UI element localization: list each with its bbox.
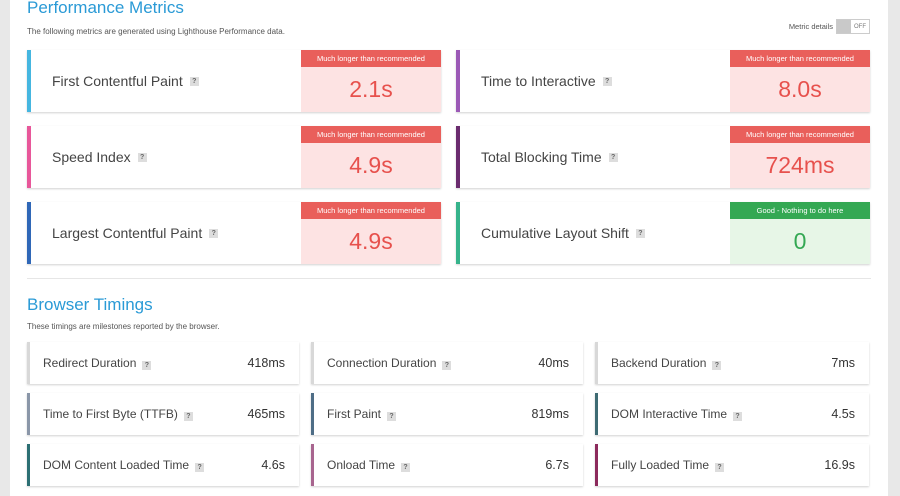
metric-label: Largest Contentful Paint: [52, 225, 203, 241]
metric-card-largest-contentful-paint: Largest Contentful Paint? Much longer th…: [27, 202, 441, 264]
timing-value: 6.7s: [545, 458, 569, 472]
metric-value-box: Much longer than recommended 8.0s: [730, 50, 870, 112]
timing-label: Onload Time: [327, 458, 396, 472]
timing-value: 819ms: [531, 407, 569, 421]
help-icon[interactable]: ?: [442, 361, 452, 370]
help-icon[interactable]: ?: [183, 412, 193, 421]
timing-card-time-to-first-byte: Time to First Byte (TTFB)? 465ms: [27, 393, 299, 435]
timing-value: 418ms: [247, 356, 285, 370]
timing-card-connection-duration: Connection Duration? 40ms: [311, 342, 583, 384]
timing-label: Redirect Duration: [43, 356, 137, 370]
help-icon[interactable]: ?: [602, 76, 612, 86]
toggle-state: OFF: [854, 23, 866, 30]
metric-value: 724ms: [765, 152, 835, 178]
timing-label: DOM Interactive Time: [611, 407, 728, 421]
metric-label: First Contentful Paint: [52, 73, 183, 89]
metric-details-toggle[interactable]: OFF: [836, 19, 870, 34]
help-icon[interactable]: ?: [387, 412, 397, 421]
metric-value-box: Much longer than recommended 4.9s: [301, 202, 441, 264]
metric-details-toggle-group: Metric details OFF: [789, 19, 870, 34]
metric-card-first-contentful-paint: First Contentful Paint? Much longer than…: [27, 50, 441, 112]
timing-card-onload-time: Onload Time? 6.7s: [311, 444, 583, 486]
help-icon[interactable]: ?: [195, 463, 205, 472]
timing-value: 7ms: [831, 356, 855, 370]
timing-label: Time to First Byte (TTFB): [43, 407, 178, 421]
performance-title: Performance Metrics: [27, 0, 184, 17]
help-icon[interactable]: ?: [401, 463, 411, 472]
help-icon[interactable]: ?: [635, 228, 645, 238]
metric-card-cumulative-layout-shift: Cumulative Layout Shift? Good - Nothing …: [456, 202, 870, 264]
help-icon[interactable]: ?: [715, 463, 725, 472]
timing-label: Backend Duration: [611, 356, 707, 370]
metric-details-label: Metric details: [788, 22, 833, 31]
metric-value: 2.1s: [349, 76, 393, 102]
timing-card-dom-interactive-time: DOM Interactive Time? 4.5s: [595, 393, 869, 435]
timing-value: 465ms: [247, 407, 285, 421]
timing-card-redirect-duration: Redirect Duration? 418ms: [27, 342, 299, 384]
timing-value: 16.9s: [824, 458, 855, 472]
status-badge: Much longer than recommended: [730, 126, 870, 143]
browser-timings-title: Browser Timings: [27, 295, 153, 314]
browser-timings-subtitle: These timings are milestones reported by…: [27, 322, 220, 331]
metric-value: 4.9s: [349, 152, 393, 178]
timing-label: Connection Duration: [327, 356, 437, 370]
metric-value-box: Much longer than recommended 2.1s: [301, 50, 441, 112]
performance-subtitle: The following metrics are generated usin…: [27, 27, 285, 36]
status-badge: Much longer than recommended: [301, 50, 441, 67]
timing-label: DOM Content Loaded Time: [43, 458, 190, 472]
status-badge: Much longer than recommended: [730, 50, 870, 67]
help-icon[interactable]: ?: [209, 228, 219, 238]
timing-value: 4.5s: [831, 407, 855, 421]
timing-card-first-paint: First Paint? 819ms: [311, 393, 583, 435]
timing-label: First Paint: [327, 407, 382, 421]
timing-card-dom-content-loaded-time: DOM Content Loaded Time? 4.6s: [27, 444, 299, 486]
timing-card-fully-loaded-time: Fully Loaded Time? 16.9s: [595, 444, 869, 486]
metric-card-time-to-interactive: Time to Interactive? Much longer than re…: [456, 50, 870, 112]
timing-label: Fully Loaded Time: [611, 458, 710, 472]
timing-card-backend-duration: Backend Duration? 7ms: [595, 342, 869, 384]
timing-value: 40ms: [538, 356, 569, 370]
metric-value: 8.0s: [778, 76, 822, 102]
metric-label: Time to Interactive: [481, 73, 596, 89]
metric-value-box: Much longer than recommended 724ms: [730, 126, 870, 188]
metric-value: 0: [793, 228, 807, 254]
metric-label: Cumulative Layout Shift: [481, 225, 629, 241]
status-badge: Much longer than recommended: [301, 126, 441, 143]
metric-card-speed-index: Speed Index? Much longer than recommende…: [27, 126, 441, 188]
help-icon[interactable]: ?: [137, 152, 147, 162]
metric-label: Total Blocking Time: [481, 149, 602, 165]
timing-value: 4.6s: [261, 458, 285, 472]
metric-value-box: Much longer than recommended 4.9s: [301, 126, 441, 188]
status-badge: Good - Nothing to do here: [730, 202, 870, 219]
help-icon[interactable]: ?: [142, 361, 152, 370]
metric-card-total-blocking-time: Total Blocking Time? Much longer than re…: [456, 126, 870, 188]
status-badge: Much longer than recommended: [301, 202, 441, 219]
metric-value: 4.9s: [349, 228, 393, 254]
help-icon[interactable]: ?: [608, 152, 618, 162]
toggle-knob: [837, 20, 851, 33]
metric-value-box: Good - Nothing to do here 0: [730, 202, 870, 264]
help-icon[interactable]: ?: [712, 361, 722, 370]
section-divider: [27, 278, 871, 279]
help-icon[interactable]: ?: [733, 412, 743, 421]
metric-label: Speed Index: [52, 149, 131, 165]
help-icon[interactable]: ?: [189, 76, 199, 86]
